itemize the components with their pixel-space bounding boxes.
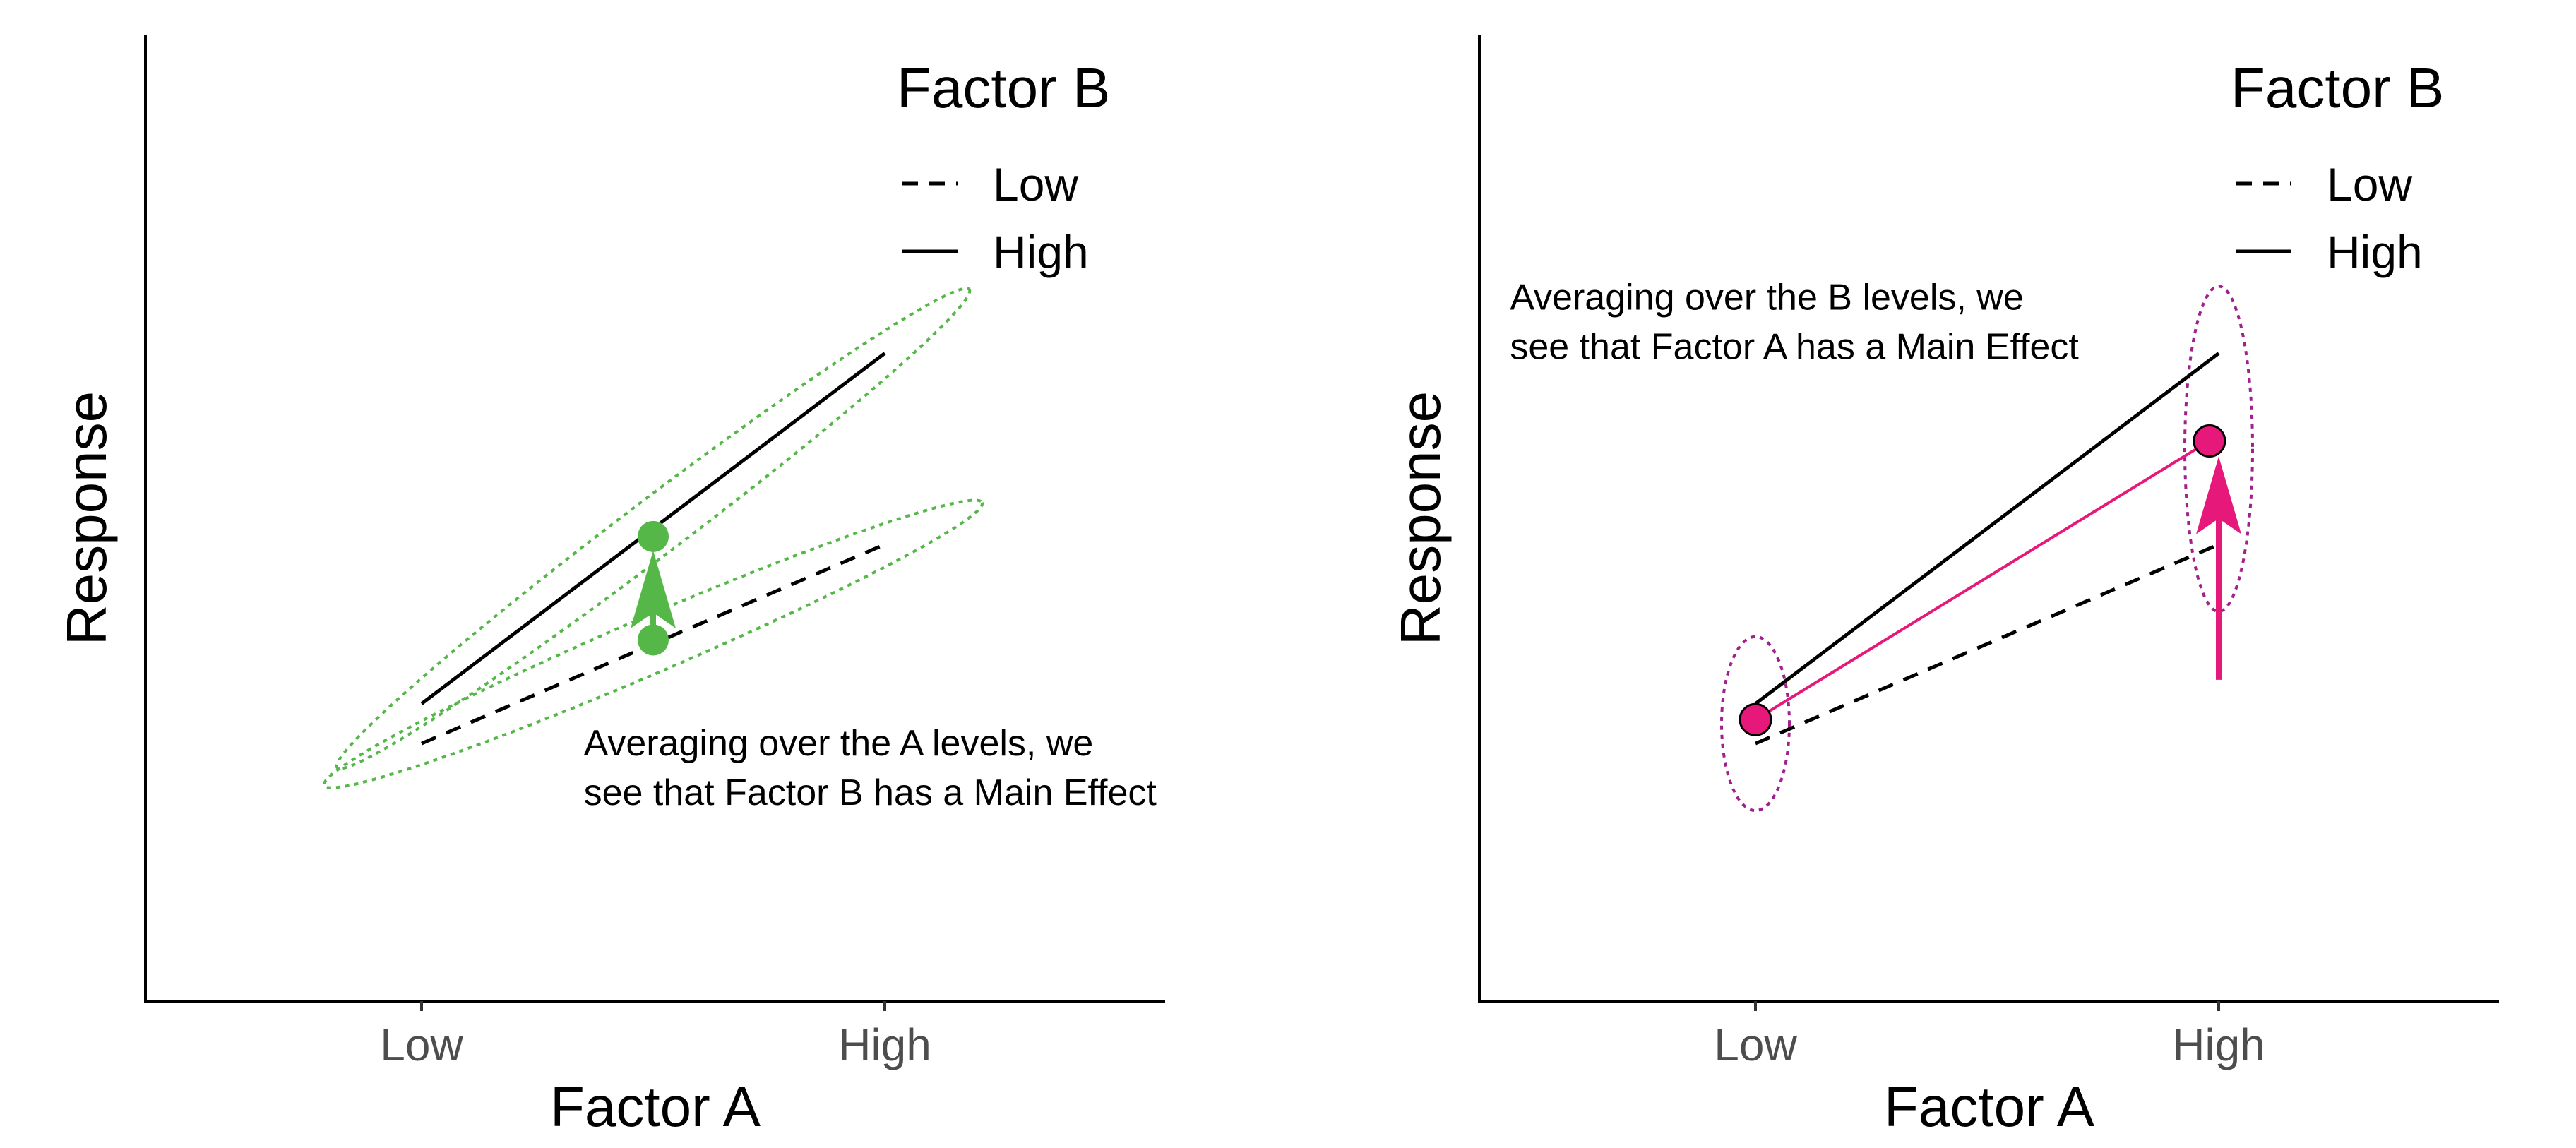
ellipse-a-low (1720, 635, 1791, 813)
main-effect-arrowhead (631, 550, 676, 628)
legend-label-high: High (993, 226, 1089, 278)
panel-right: Low High Factor A Response Factor B Low High Av… (1389, 35, 2499, 1138)
annotation-line: Averaging over the B levels, we (1510, 277, 2023, 318)
main-effect-line (1754, 439, 2210, 721)
legend-label-low: Low (2327, 158, 2412, 210)
main-effect-point (1739, 702, 1772, 736)
legend-label-low: Low (993, 158, 1078, 210)
legend-title: Factor B (2231, 56, 2444, 119)
x-tick-label: High (2172, 1020, 2265, 1070)
x-axis-title: Factor A (1884, 1075, 2095, 1138)
main-effect-point (2193, 424, 2226, 458)
x-tick-label: Low (1714, 1020, 1797, 1070)
annotation-line: Averaging over the A levels, we (584, 723, 1094, 764)
x-tick-label: Low (380, 1020, 463, 1070)
main-effect-point (638, 624, 669, 656)
series-line-high (1754, 352, 2220, 705)
main-effect-arrowhead (2196, 456, 2241, 534)
main-effect-point (638, 520, 669, 552)
panel-left: Low High Factor A Response Factor B Low High Av… (55, 35, 1165, 1138)
ellipse-a-high (2183, 285, 2254, 614)
annotation-line: see that Factor A has a Main Effect (1510, 326, 2079, 367)
y-axis-title: Response (1389, 391, 1452, 645)
legend-title: Factor B (897, 56, 1110, 119)
legend-label-high: High (2327, 226, 2423, 278)
series-line-low (1755, 542, 2219, 746)
x-axis-title: Factor A (550, 1075, 761, 1138)
annotation-line: see that Factor B has a Main Effect (584, 772, 1157, 813)
x-tick-label: High (838, 1020, 931, 1070)
y-axis-title: Response (55, 391, 118, 645)
ellipse-b-high (335, 287, 972, 770)
